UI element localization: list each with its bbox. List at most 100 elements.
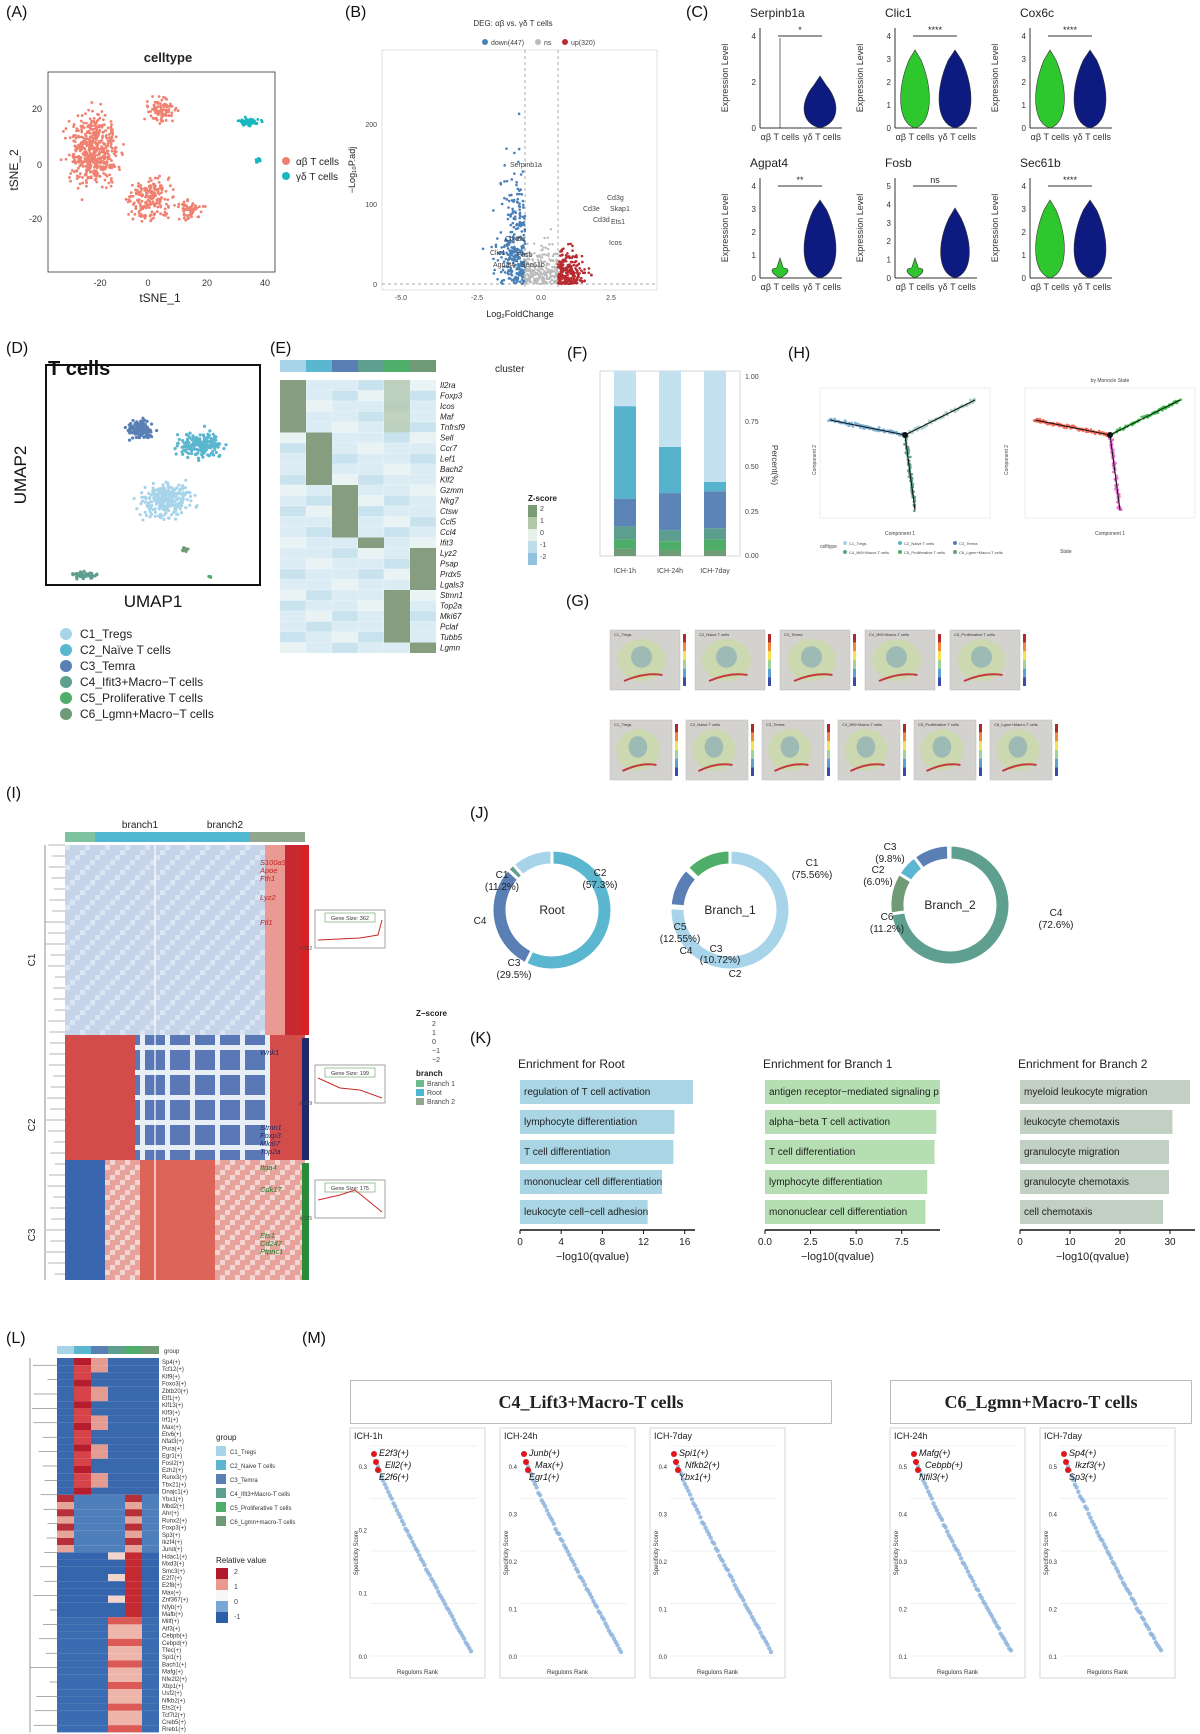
tsne-legend-ab: αβ T cells (296, 157, 339, 168)
volcano-point-down (519, 260, 523, 264)
proportion-bar-c3 (704, 491, 726, 529)
volcano-gene-sec61b: Sec61b (521, 262, 545, 269)
tsne-point-ab (160, 115, 164, 119)
heatmap-cell (357, 442, 385, 454)
spatial-tile-label: C5_Proliferative T cells (954, 632, 995, 637)
trajectory-point (1089, 428, 1093, 431)
branch-heat-cell (140, 905, 145, 910)
tsne-point-ab (139, 204, 142, 208)
branch-heat-cell (255, 860, 260, 865)
volcano-point-ns (548, 258, 551, 261)
umap-point (184, 549, 188, 554)
violin-ytick: 4 (752, 182, 757, 191)
branch-heat-cell (230, 960, 235, 965)
branch-heat-cell (135, 955, 140, 960)
branch-heat-cell (205, 915, 210, 920)
tsne-point-ab (121, 153, 124, 156)
branch-heat-cell (140, 845, 145, 850)
tsne-point-ab (160, 191, 163, 195)
volcano-point-down (523, 240, 526, 243)
tsne-point-ab (100, 166, 104, 170)
panel-f-stacked-bars: 1.00 0.75 0.50 0.25 0.00 Percent(%) ICH-… (590, 365, 780, 590)
branch-heat-cell (220, 895, 225, 900)
branch-heat-cell (255, 955, 260, 960)
tsne-point-ab (105, 160, 109, 163)
trajectory-xlabel-right: Component 1 (1095, 531, 1125, 537)
violin-xtick-ab: αβ T cells (896, 282, 935, 292)
branch-heat-cell (135, 980, 140, 985)
tsne-point-ab (160, 196, 163, 199)
branch-heat-cell (190, 895, 195, 900)
branch-heat-cell (125, 905, 130, 910)
branch-heat-cell (210, 850, 215, 855)
volcano-point-up (561, 282, 564, 285)
branch-heat-cell (220, 900, 225, 905)
branch-heat-cell (295, 965, 300, 970)
umap-point (148, 433, 152, 438)
tsne-xtick-2: 0 (145, 278, 150, 288)
umap-point (199, 449, 203, 453)
branch-heat-cell (120, 845, 125, 850)
branch-heat-cell (70, 895, 75, 900)
tsne-points (59, 95, 264, 223)
branch-heat-cell (240, 925, 245, 930)
tsne-point-ab (102, 130, 105, 134)
branch-heat-cell (295, 900, 300, 905)
umap-point (216, 442, 220, 446)
branch-heat-cell (290, 950, 295, 955)
branch-heat-cell (195, 975, 200, 980)
branch-heat-cell (125, 940, 130, 945)
branch-heat-cell (185, 950, 190, 955)
branch-heat-cell (80, 855, 85, 860)
volcano-point-down (521, 199, 525, 203)
branch-heat-cell (90, 915, 95, 920)
branch-heat-cell (245, 935, 250, 940)
umap-point (174, 509, 178, 513)
branch-heat-cell (120, 950, 125, 955)
branch-heat-cell (250, 970, 255, 975)
branch-heat-cell (220, 955, 225, 960)
branch-heat-cell (100, 895, 105, 900)
branch-heat-cell (115, 910, 120, 915)
branch-heat-cell (190, 925, 195, 930)
proportion-bar-c4 (614, 526, 636, 540)
branch-heat-cell (165, 955, 170, 960)
branch-heat-cell (160, 980, 165, 985)
spatial-signal (878, 673, 918, 682)
panel-label-d: (D) (6, 340, 29, 357)
spatial-tissue-core (631, 646, 652, 668)
branch-heat-cell (155, 845, 160, 850)
branch-heat-cell (110, 945, 115, 950)
branch-heat-cell (225, 905, 230, 910)
volcano-point-ns (529, 262, 532, 266)
branch-heat-cell (195, 895, 200, 900)
branch-heat-cell (155, 875, 160, 880)
branch-heat-cell (80, 910, 85, 915)
branch-heat-cell (235, 875, 240, 880)
tsne-point-ab (75, 177, 79, 180)
branch-heat-cell (210, 935, 215, 940)
branch-heat-cell (165, 855, 170, 860)
branch-heat-cell (125, 925, 130, 930)
branch-heat-cell (95, 925, 100, 930)
tsne-point-ab (83, 147, 86, 150)
spatial-colorbar (768, 668, 771, 678)
volcano-point-down (512, 225, 516, 229)
branch-heat-cell (95, 905, 100, 910)
volcano-point-down (518, 280, 522, 283)
tsne-point-ab (130, 183, 134, 187)
branch-heat-cell (80, 930, 85, 935)
branch-heat-cell (170, 940, 175, 945)
volcano-point-down (520, 247, 524, 250)
branch-heat-cell (115, 925, 120, 930)
branch-heat-cell (75, 905, 80, 910)
trajectory-legend-label: C5_Proliferative T cells (904, 550, 945, 555)
heatmap-gene-label: Top2a (440, 602, 463, 611)
umap-point (75, 574, 79, 578)
branch-heat-cell (145, 940, 150, 945)
branch-heat-cell (255, 895, 260, 900)
branch-heat-cell (200, 930, 205, 935)
branch-heat-cell (255, 850, 260, 855)
volcano-legend-ns-dot (535, 39, 541, 45)
spatial-tile-label: C5_Proliferative T cells (918, 722, 959, 727)
